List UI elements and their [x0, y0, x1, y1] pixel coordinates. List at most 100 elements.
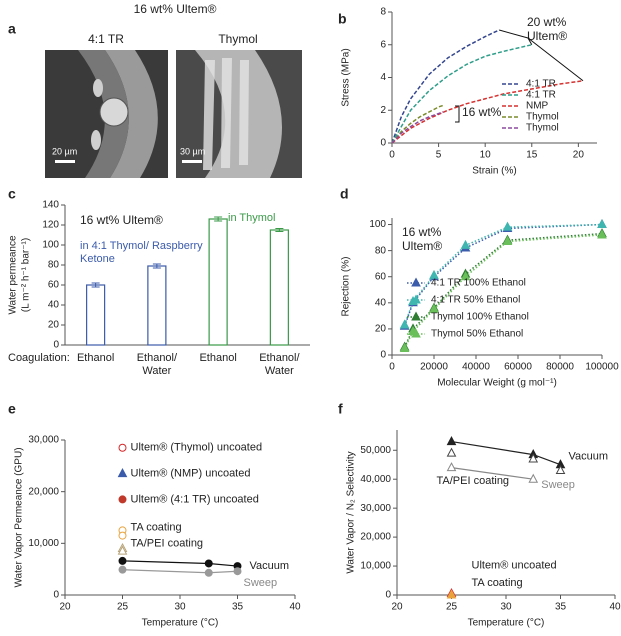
x-tick-label: 0: [389, 150, 395, 161]
y-axis-title: Water Vapor Permeance (GPU): [14, 447, 25, 587]
x-tick-label: 40000: [462, 362, 490, 373]
y-tick-label: 20,000: [28, 486, 59, 497]
point-label: Sweep: [244, 577, 278, 589]
y-axis-title: Water permeance: [8, 235, 19, 315]
panel-label: b: [338, 11, 347, 27]
data-point: [429, 303, 439, 313]
data-point: [117, 468, 128, 478]
y-tick-label: 4: [380, 72, 386, 83]
x-tick-label: 40: [289, 602, 301, 613]
annotation: 16 wt% Ultem®: [80, 214, 163, 227]
x-tick-label: 0: [389, 362, 395, 373]
annotation: 16 wt% Ultem®: [402, 226, 442, 253]
series-line: [391, 80, 584, 144]
data-point: [528, 453, 539, 463]
point-label: Ultem® uncoated: [472, 559, 557, 571]
error-bar: [152, 263, 161, 269]
legend-label: NMP: [526, 101, 549, 112]
bar: [147, 265, 167, 346]
x-tick-label: 5: [436, 150, 442, 161]
data-point: [597, 229, 607, 239]
y-tick-label: 80: [375, 245, 387, 256]
annotation: 20 wt% Ultem®: [527, 16, 568, 43]
y-tick-label: 120: [42, 220, 59, 231]
data-point: [204, 559, 213, 568]
legend-marker: [411, 311, 421, 321]
y-tick-label: 40,000: [360, 474, 391, 485]
trend-line: [122, 560, 238, 567]
point-label: TA/PEI coating: [437, 475, 510, 487]
data-point: [597, 218, 607, 229]
legend-marker: [411, 294, 421, 304]
data-point: [555, 464, 566, 475]
data-point: [446, 436, 457, 446]
annotation: 16 wt%: [462, 106, 501, 119]
annotation-pointer: [527, 37, 533, 45]
scale-bar-label: 20 µm: [52, 146, 77, 156]
y-tick-label: 80: [48, 260, 60, 271]
point-label: TA coating: [131, 521, 182, 533]
y-tick-label: 100: [369, 219, 386, 230]
data-point: [502, 235, 513, 245]
x-tick-label: 15: [526, 150, 538, 161]
y-tick-label: 50,000: [360, 445, 391, 456]
data-point: [204, 568, 213, 577]
annotation-bracket: [455, 105, 460, 123]
series-line: [403, 232, 603, 348]
data-point: [460, 239, 471, 249]
annotation: in 4:1 Thymol/ Raspberry Ketone: [80, 240, 203, 265]
y-axis-title: Water Vapor / N₂ Selectivity: [346, 451, 357, 573]
y-axis-title: (L m⁻² h⁻¹ bar⁻¹): [21, 238, 32, 312]
trend-line: [451, 467, 534, 480]
x-tick-label: 30: [500, 602, 512, 613]
x-axis-title: Strain (%): [472, 166, 516, 177]
legend-label: Thymol: [526, 123, 559, 134]
y-tick-label: 60: [375, 271, 387, 282]
y-tick-label: 30,000: [360, 503, 391, 514]
data-point: [446, 462, 457, 472]
x-tick-label: Ethanol: [76, 352, 115, 364]
data-point: [528, 473, 539, 483]
bar: [208, 218, 228, 346]
legend-label: 4:1 TR: [526, 79, 556, 90]
point-label: Ultem® (Thymol) uncoated: [131, 442, 263, 454]
y-tick-label: 0: [385, 590, 391, 601]
error-bar: [214, 216, 223, 222]
data-point: [118, 556, 127, 565]
legend-label: 4:1 TR 100% Ethanol: [431, 278, 526, 289]
x-tick-label: Ethanol: [199, 352, 236, 364]
panel-label: c: [8, 186, 16, 202]
data-point: [446, 447, 457, 457]
data-point: [399, 342, 410, 352]
y-tick-label: 40: [48, 300, 60, 311]
y-tick-label: 0: [380, 350, 386, 361]
y-tick-label: 60: [48, 280, 60, 291]
bar: [269, 229, 289, 346]
point-label: TA coating: [472, 577, 523, 589]
sem-image: 20 µm: [45, 50, 168, 178]
series-line: [391, 104, 444, 144]
y-tick-label: 0: [53, 590, 59, 601]
x-tick-label: 80000: [546, 362, 574, 373]
data-point: [233, 567, 242, 576]
legend-marker: [411, 328, 421, 338]
legend-label: 4:1 TR 50% Ethanol: [431, 295, 520, 306]
y-tick-label: 20: [48, 320, 60, 331]
y-tick-label: 0: [380, 138, 386, 149]
legend-label: Thymol: [526, 112, 559, 123]
panel-label: a: [8, 21, 16, 37]
annotation: 16 wt% Ultem®: [80, 214, 163, 227]
panel-label: d: [340, 186, 349, 202]
figure-title: 16 wt% Ultem®: [134, 2, 217, 16]
x-tick-label: 25: [446, 602, 458, 613]
trend-line: [122, 569, 238, 574]
x-tick-label: 35: [232, 602, 244, 613]
point-label: Ultem® (4:1 TR) uncoated: [131, 493, 259, 505]
data-point: [117, 545, 128, 555]
x-tick-label: Ethanol/ Water: [137, 352, 177, 377]
x-tick-label: Ethanol: [76, 352, 115, 364]
x-axis-title: Temperature (°C): [142, 618, 219, 629]
y-tick-label: 100: [42, 240, 59, 251]
annotation: 20 wt% Ultem®: [527, 16, 568, 43]
